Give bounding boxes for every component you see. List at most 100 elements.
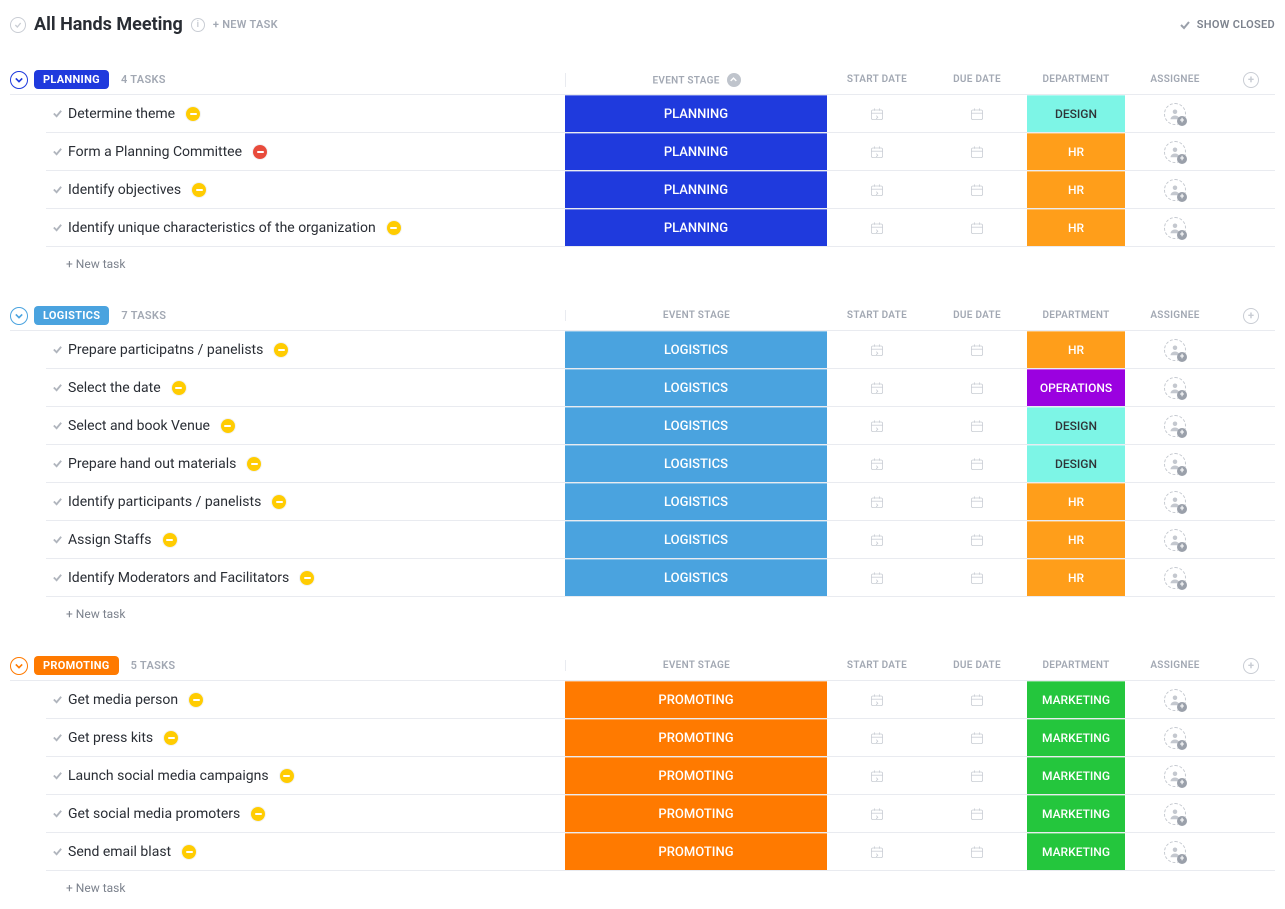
due-date-cell[interactable] [927,331,1027,368]
due-date-cell[interactable] [927,95,1027,132]
col-event-stage[interactable]: EVENT STAGE [565,660,827,671]
complete-checkbox[interactable] [46,445,68,482]
col-department[interactable]: DEPARTMENT [1027,310,1125,321]
col-event-stage[interactable]: EVENT STAGE [565,310,827,321]
assignee-cell[interactable]: + [1125,757,1225,794]
department-cell[interactable]: DESIGN [1027,95,1125,132]
department-cell[interactable]: HR [1027,483,1125,520]
priority-icon[interactable] [220,418,236,434]
col-due-date[interactable]: DUE DATE [927,660,1027,671]
start-date-cell[interactable] [827,331,927,368]
priority-icon[interactable] [163,730,179,746]
complete-checkbox[interactable] [46,795,68,832]
complete-checkbox[interactable] [46,559,68,596]
event-stage-cell[interactable]: PROMOTING [565,757,827,794]
col-start-date[interactable]: START DATE [827,74,927,85]
priority-icon[interactable] [171,380,187,396]
due-date-cell[interactable] [927,445,1027,482]
due-date-cell[interactable] [927,483,1027,520]
task-row[interactable]: Identify Moderators and Facilitators LOG… [46,559,1275,597]
department-cell[interactable]: HR [1027,559,1125,596]
collapse-button[interactable] [10,71,28,89]
priority-icon[interactable] [279,768,295,784]
due-date-cell[interactable] [927,133,1027,170]
event-stage-cell[interactable]: PLANNING [565,209,827,246]
col-assignee[interactable]: ASSIGNEE [1125,310,1225,321]
priority-icon[interactable] [299,570,315,586]
due-date-cell[interactable] [927,521,1027,558]
complete-checkbox[interactable] [46,719,68,756]
due-date-cell[interactable] [927,559,1027,596]
complete-checkbox[interactable] [46,483,68,520]
complete-checkbox[interactable] [46,681,68,718]
start-date-cell[interactable] [827,833,927,870]
task-row[interactable]: Identify participants / panelists LOGIST… [46,483,1275,521]
add-column-button[interactable] [1243,308,1259,324]
assignee-cell[interactable]: + [1125,681,1225,718]
event-stage-cell[interactable]: LOGISTICS [565,407,827,444]
department-cell[interactable]: DESIGN [1027,407,1125,444]
event-stage-cell[interactable]: LOGISTICS [565,521,827,558]
event-stage-cell[interactable]: LOGISTICS [565,559,827,596]
assignee-cell[interactable]: + [1125,407,1225,444]
col-start-date[interactable]: START DATE [827,660,927,671]
task-row[interactable]: Assign Staffs LOGISTICS HR + [46,521,1275,559]
col-department[interactable]: DEPARTMENT [1027,74,1125,85]
assignee-cell[interactable]: + [1125,795,1225,832]
start-date-cell[interactable] [827,521,927,558]
priority-icon[interactable] [181,844,197,860]
priority-icon[interactable] [273,342,289,358]
add-column-button[interactable] [1243,658,1259,674]
complete-checkbox[interactable] [46,369,68,406]
event-stage-cell[interactable]: PROMOTING [565,833,827,870]
assignee-cell[interactable]: + [1125,331,1225,368]
event-stage-cell[interactable]: PROMOTING [565,719,827,756]
complete-checkbox[interactable] [46,833,68,870]
task-row[interactable]: Form a Planning Committee PLANNING HR + [46,133,1275,171]
priority-icon[interactable] [252,144,268,160]
event-stage-cell[interactable]: LOGISTICS [565,445,827,482]
col-department[interactable]: DEPARTMENT [1027,660,1125,671]
department-cell[interactable]: HR [1027,171,1125,208]
start-date-cell[interactable] [827,407,927,444]
due-date-cell[interactable] [927,407,1027,444]
start-date-cell[interactable] [827,757,927,794]
department-cell[interactable]: HR [1027,521,1125,558]
priority-icon[interactable] [191,182,207,198]
complete-checkbox[interactable] [46,133,68,170]
priority-icon[interactable] [271,494,287,510]
col-assignee[interactable]: ASSIGNEE [1125,660,1225,671]
due-date-cell[interactable] [927,795,1027,832]
task-row[interactable]: Select the date LOGISTICS OPERATIONS + [46,369,1275,407]
event-stage-cell[interactable]: PROMOTING [565,681,827,718]
event-stage-cell[interactable]: PLANNING [565,171,827,208]
due-date-cell[interactable] [927,833,1027,870]
collapse-button[interactable] [10,657,28,675]
start-date-cell[interactable] [827,559,927,596]
start-date-cell[interactable] [827,719,927,756]
department-cell[interactable]: MARKETING [1027,719,1125,756]
assignee-cell[interactable]: + [1125,171,1225,208]
assignee-cell[interactable]: + [1125,445,1225,482]
department-cell[interactable]: MARKETING [1027,681,1125,718]
start-date-cell[interactable] [827,95,927,132]
department-cell[interactable]: MARKETING [1027,795,1125,832]
task-row[interactable]: Identify objectives PLANNING HR + [46,171,1275,209]
task-row[interactable]: Send email blast PROMOTING MARKETING + [46,833,1275,871]
event-stage-cell[interactable]: LOGISTICS [565,331,827,368]
priority-icon[interactable] [188,692,204,708]
task-row[interactable]: Prepare participatns / panelists LOGISTI… [46,331,1275,369]
assignee-cell[interactable]: + [1125,483,1225,520]
status-pill[interactable]: PLANNING [34,70,109,89]
task-row[interactable]: Prepare hand out materials LOGISTICS DES… [46,445,1275,483]
status-pill[interactable]: PROMOTING [34,656,119,675]
event-stage-cell[interactable]: LOGISTICS [565,483,827,520]
new-task-row[interactable]: + New task [46,597,1275,621]
assignee-cell[interactable]: + [1125,133,1225,170]
collapse-button[interactable] [10,307,28,325]
event-stage-cell[interactable]: PLANNING [565,133,827,170]
complete-checkbox[interactable] [46,209,68,246]
department-cell[interactable]: HR [1027,133,1125,170]
department-cell[interactable]: HR [1027,331,1125,368]
new-task-button[interactable]: + NEW TASK [213,18,278,31]
